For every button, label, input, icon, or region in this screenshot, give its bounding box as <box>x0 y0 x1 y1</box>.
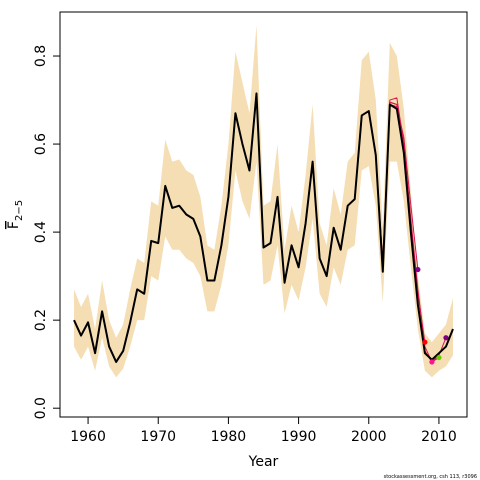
x-tick-label-1960: 1960 <box>70 429 106 445</box>
y-tick-label-4: 0.8 <box>33 45 49 67</box>
y-tick-label-1: 0.2 <box>33 309 49 331</box>
y-tick-label-2: 0.4 <box>33 221 49 243</box>
x-tick-label-2000: 2000 <box>351 429 387 445</box>
credit-text: stockassessment.org, csh 113, r3096 <box>384 474 477 480</box>
y-tick-label-3: 0.6 <box>33 133 49 155</box>
x-tick-label-2010: 2010 <box>421 429 457 445</box>
confidence-band-layer <box>74 25 453 378</box>
y-axis: 0.0 0.2 0.4 0.6 0.8 <box>33 45 60 419</box>
x-axis-title: Year <box>248 454 279 470</box>
y-axis-title-main: F <box>6 221 22 229</box>
retrospective-endpoint-2011 <box>443 335 449 341</box>
retrospective-endpoints-layer <box>415 266 449 365</box>
svg-text:F2−5: F2−5 <box>6 200 25 229</box>
retrospective-endpoint-2008 <box>422 339 428 345</box>
x-tick-label-1990: 1990 <box>281 429 317 445</box>
y-axis-title: F2−5 <box>6 200 25 229</box>
retrospective-endpoint-2010 <box>436 354 442 361</box>
retrospective-endpoint-2007 <box>415 266 421 273</box>
retrospective-endpoint-2009 <box>429 359 435 365</box>
y-tick-label-0: 0.0 <box>33 397 49 419</box>
x-tick-label-1970: 1970 <box>140 429 176 445</box>
y-axis-title-subscript: 2−5 <box>14 200 25 221</box>
confidence-band <box>74 25 453 378</box>
x-axis: 1960 1970 1980 1990 2000 2010 <box>70 417 457 445</box>
plot-frame <box>59 11 468 418</box>
estimate-line <box>73 92 454 363</box>
estimate-line-layer <box>73 92 454 363</box>
x-tick-label-1980: 1980 <box>211 429 247 445</box>
